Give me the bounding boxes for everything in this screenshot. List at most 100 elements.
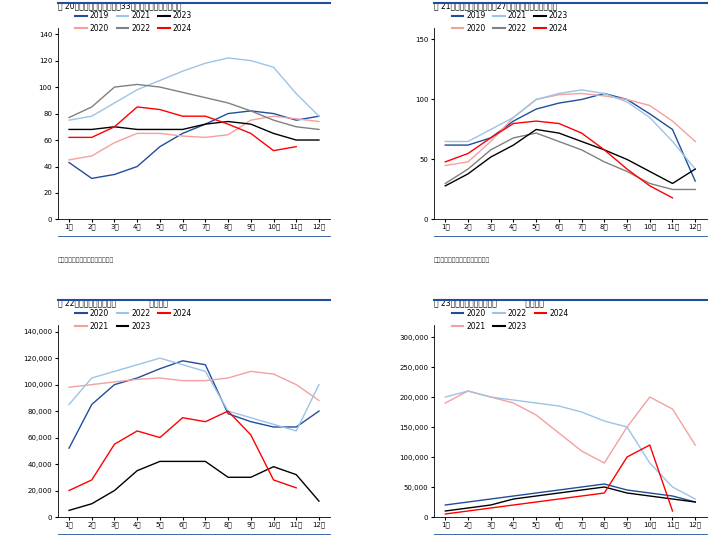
2020 — [578, 90, 586, 97]
Line: 2021: 2021 — [69, 58, 319, 120]
2021 — [247, 57, 255, 64]
2020 — [224, 410, 232, 417]
2023 — [87, 500, 96, 507]
2023 — [224, 474, 232, 481]
2022 — [578, 146, 586, 153]
2020 — [645, 490, 654, 496]
Line: 2021: 2021 — [446, 391, 695, 463]
2022 — [532, 400, 541, 406]
2023 — [292, 471, 301, 478]
2023 — [65, 507, 74, 514]
2023 — [509, 142, 518, 148]
2024 — [464, 150, 472, 157]
2021 — [178, 68, 187, 74]
2021 — [178, 377, 187, 384]
2020 — [156, 365, 164, 372]
2021 — [645, 114, 654, 121]
2020 — [87, 401, 96, 408]
2024 — [578, 130, 586, 136]
2023 — [314, 137, 323, 144]
2022 — [224, 100, 232, 106]
2023 — [156, 126, 164, 133]
2023 — [247, 474, 255, 481]
2019 — [314, 113, 323, 119]
2020 — [645, 102, 654, 109]
2024 — [178, 414, 187, 421]
2022 — [224, 408, 232, 414]
2023 — [224, 118, 232, 125]
2019 — [464, 142, 472, 148]
2024 — [600, 490, 609, 496]
2024 — [441, 511, 450, 518]
2019 — [110, 171, 119, 178]
2022 — [87, 103, 96, 110]
2024 — [509, 502, 518, 508]
2023 — [668, 180, 677, 187]
2019 — [224, 110, 232, 117]
2024 — [224, 121, 232, 128]
2019 — [201, 121, 210, 128]
2023 — [623, 156, 632, 163]
2021 — [156, 375, 164, 381]
2024 — [247, 130, 255, 137]
2021 — [87, 381, 96, 388]
2019 — [156, 144, 164, 150]
Line: 2023: 2023 — [446, 487, 695, 511]
2021 — [224, 54, 232, 61]
2020 — [292, 116, 301, 122]
2021 — [464, 388, 472, 394]
2022 — [110, 368, 119, 375]
Legend: 2019, 2020, 2021, 2022, 2023, 2024: 2019, 2020, 2021, 2022, 2023, 2024 — [72, 8, 195, 36]
2020 — [178, 358, 187, 364]
2024 — [509, 120, 518, 127]
2022 — [645, 180, 654, 187]
2020 — [509, 493, 518, 499]
2022 — [464, 388, 472, 394]
Line: 2022: 2022 — [446, 391, 695, 499]
2023 — [269, 130, 278, 137]
2024 — [247, 432, 255, 438]
2024 — [554, 120, 563, 127]
2022 — [441, 180, 450, 187]
2022 — [578, 409, 586, 415]
2020 — [487, 496, 495, 502]
2024 — [87, 477, 96, 483]
2021 — [247, 368, 255, 375]
2020 — [600, 481, 609, 487]
2023 — [600, 146, 609, 153]
2023 — [247, 121, 255, 128]
2021 — [441, 138, 450, 145]
2022 — [269, 421, 278, 428]
2023 — [314, 498, 323, 504]
2024 — [133, 103, 141, 110]
2019 — [87, 175, 96, 182]
2022 — [178, 361, 187, 368]
2020 — [314, 118, 323, 125]
2020 — [623, 96, 632, 103]
Legend: 2020, 2021, 2022, 2023, 2024: 2020, 2021, 2022, 2023, 2024 — [72, 306, 195, 334]
2020 — [110, 139, 119, 146]
2022 — [201, 368, 210, 375]
2020 — [156, 130, 164, 137]
2023 — [178, 458, 187, 465]
2022 — [292, 124, 301, 130]
2020 — [247, 419, 255, 425]
2020 — [269, 424, 278, 430]
2022 — [178, 89, 187, 96]
2024 — [645, 183, 654, 189]
2021 — [156, 77, 164, 84]
2024 — [156, 106, 164, 113]
2023 — [178, 126, 187, 133]
2020 — [292, 424, 301, 430]
2022 — [65, 114, 74, 121]
2023 — [509, 496, 518, 502]
2021 — [87, 113, 96, 119]
Line: 2020: 2020 — [446, 484, 695, 505]
2023 — [464, 505, 472, 512]
2023 — [464, 170, 472, 177]
2022 — [464, 166, 472, 172]
2023 — [623, 490, 632, 496]
2021 — [578, 86, 586, 93]
2021 — [668, 138, 677, 145]
2021 — [441, 400, 450, 406]
